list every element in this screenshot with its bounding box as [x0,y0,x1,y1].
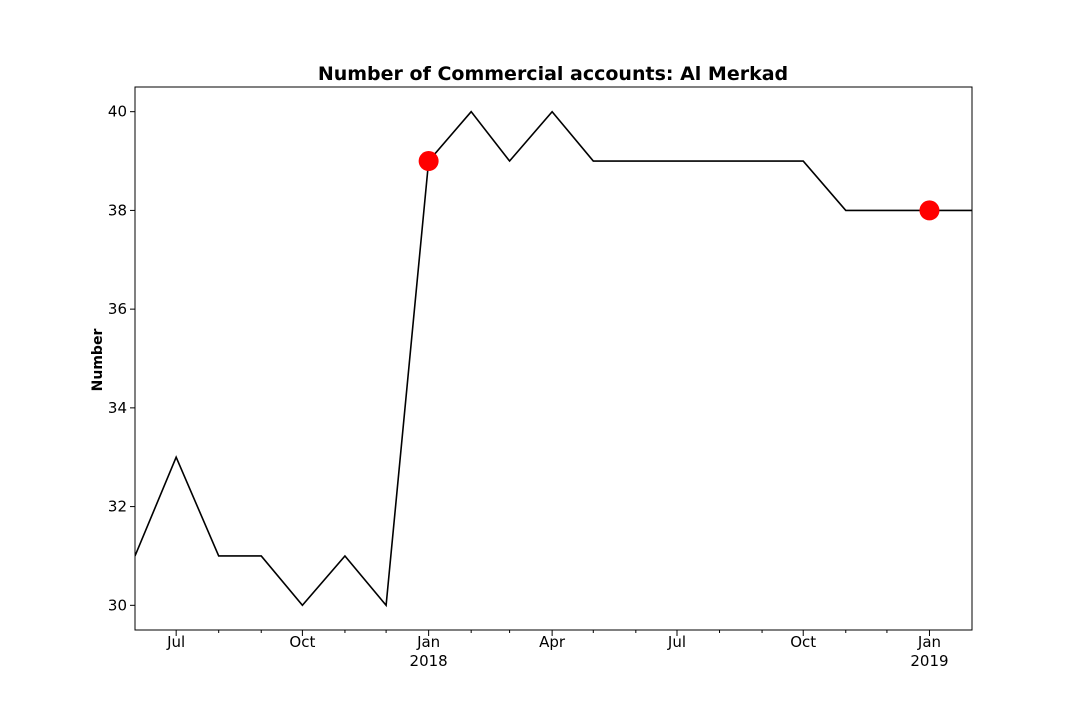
x-tick-label: Apr [539,633,566,651]
y-axis-label: Number [90,329,106,392]
plot-frame [134,86,973,631]
y-tick-label: 30 [108,596,127,614]
series-line [135,110,972,608]
x-tick-label: Oct [790,633,816,651]
chart-title: Number of Commercial accounts: Al Merkad [318,63,788,85]
x-tick-label: Jul [667,633,686,651]
y-tick-label: 38 [108,201,127,219]
x-tick-label: Jul [166,633,185,651]
highlight-point [418,151,439,172]
y-tick-label: 36 [108,300,127,318]
highlight-point [919,200,940,221]
x-tick-label: Jan [917,633,941,651]
x-tick-year-label: 2018 [410,652,448,670]
y-tick-label: 40 [108,103,127,121]
x-tick-label: Jan [416,633,440,651]
y-tick-label: 32 [108,498,127,516]
x-tick-label: Oct [289,633,315,651]
y-tick-label: 34 [108,399,127,417]
x-tick-year-label: 2019 [910,652,948,670]
